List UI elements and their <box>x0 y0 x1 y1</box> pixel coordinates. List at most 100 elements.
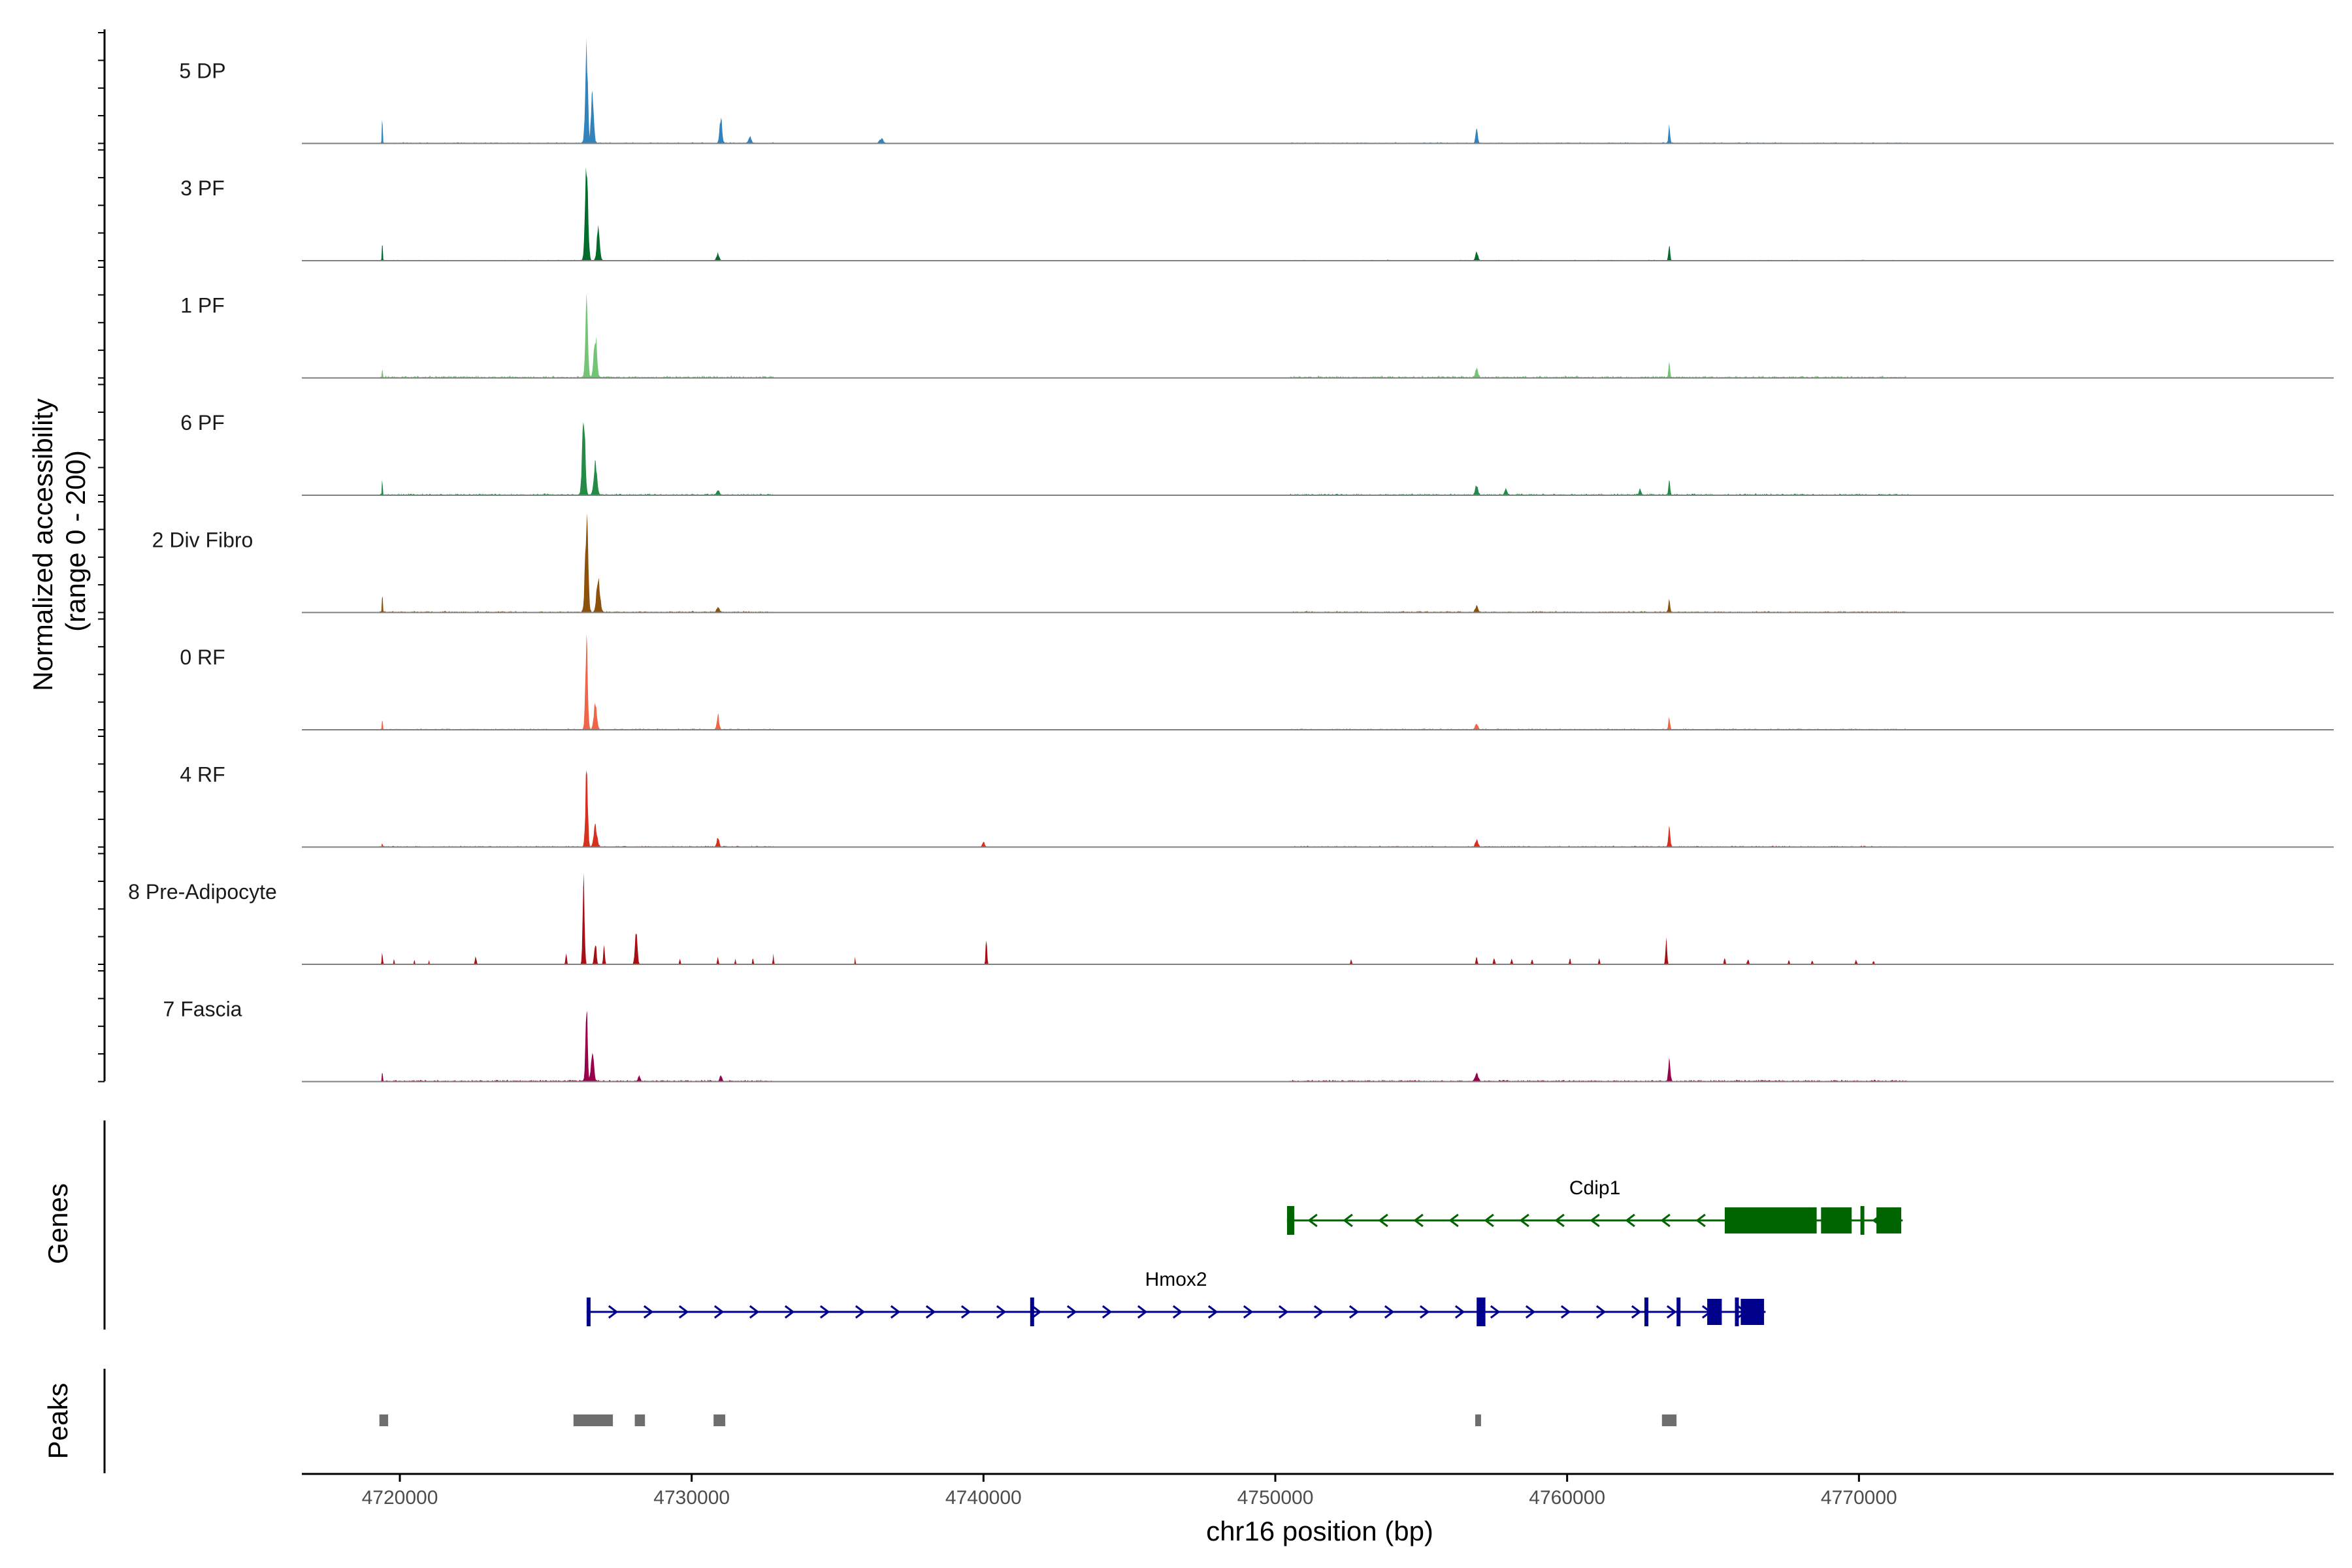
strand-arrow <box>1307 1213 1318 1228</box>
track-label: 8 Pre-Adipocyte <box>128 880 277 904</box>
coverage-area <box>379 513 1909 613</box>
strand-arrow <box>1378 1213 1388 1228</box>
coverage-track <box>302 422 2334 496</box>
coverage-track <box>302 293 2334 379</box>
coverage-area <box>379 634 1909 730</box>
strand-arrow <box>784 1305 795 1319</box>
gene-exon <box>1735 1298 1739 1326</box>
strand-arrow <box>608 1305 619 1319</box>
track-label: 7 Fascia <box>163 998 242 1021</box>
coverage-track <box>302 38 2334 144</box>
strand-arrow <box>1454 1305 1465 1319</box>
peaks-panel-label: Peaks <box>42 1383 73 1460</box>
coverage-track <box>302 513 2334 613</box>
x-tick-label: 4730000 <box>653 1487 730 1509</box>
strand-arrow <box>678 1305 689 1319</box>
strand-arrow <box>1695 1213 1706 1228</box>
gene-name-label: Hmox2 <box>1145 1269 1207 1290</box>
peak-region <box>573 1414 613 1426</box>
gene-exon <box>1724 1207 1817 1233</box>
peak-region <box>379 1414 389 1426</box>
strand-arrow <box>1066 1305 1077 1319</box>
strand-arrow <box>643 1305 654 1319</box>
gene-exon <box>1707 1299 1722 1325</box>
strand-arrow <box>1313 1305 1324 1319</box>
strand-arrow <box>960 1305 972 1319</box>
coverage-area <box>379 38 1909 144</box>
x-tick-label: 4770000 <box>1821 1487 1897 1509</box>
coverage-track <box>302 770 2334 848</box>
strand-arrow <box>1525 1305 1536 1319</box>
coverage-area <box>379 770 1909 847</box>
strand-arrow <box>1413 1213 1424 1228</box>
track-label: 5 DP <box>179 59 225 83</box>
strand-arrow <box>855 1305 866 1319</box>
peaks-panel <box>103 1369 1677 1473</box>
strand-arrow <box>1660 1213 1671 1228</box>
x-axis-title: chr16 position (bp) <box>1206 1516 1433 1546</box>
strand-arrow <box>1419 1305 1430 1319</box>
y-axis-title-line2: (range 0 - 200) <box>60 450 91 632</box>
strand-arrow <box>925 1305 936 1319</box>
coverage-track <box>302 1011 2334 1083</box>
peak-region <box>1475 1414 1481 1426</box>
strand-arrow <box>1595 1305 1607 1319</box>
x-tick-label: 4720000 <box>362 1487 438 1509</box>
strand-arrow <box>1278 1305 1289 1319</box>
strand-arrow <box>1560 1305 1571 1319</box>
strand-arrow <box>1207 1305 1218 1319</box>
strand-arrow <box>1348 1305 1360 1319</box>
gene-exon <box>1286 1206 1295 1235</box>
gene-exon <box>1477 1298 1486 1326</box>
genes-panel: Cdip1 Hmox2 <box>103 1120 1903 1330</box>
strand-arrow <box>1243 1305 1254 1319</box>
track-labels: 5 DP 3 PF 1 PF 6 PF 2 Div Fibro 0 RF 4 RF 8 Pre… <box>128 59 277 1021</box>
track-label: 0 RF <box>180 645 225 669</box>
track-label: 2 Div Fibro <box>152 529 253 552</box>
coverage-track <box>302 167 2334 261</box>
coverage-area <box>379 293 1909 378</box>
gene-model: Cdip1 <box>1286 1177 1903 1235</box>
coverage-area <box>379 872 1909 964</box>
gene-exon <box>1676 1298 1681 1326</box>
y-axis-title-line1: Normalized accessibility <box>27 399 58 691</box>
strand-arrow <box>1625 1213 1635 1228</box>
x-tick-label: 4740000 <box>945 1487 1022 1509</box>
strand-arrow <box>819 1305 830 1319</box>
x-tick-label: 4760000 <box>1529 1487 1605 1509</box>
coverage-track <box>302 634 2334 730</box>
strand-arrow <box>1666 1305 1677 1319</box>
genes-panel-label: Genes <box>42 1183 73 1264</box>
track-label: 6 PF <box>180 411 225 434</box>
peak-region <box>1661 1414 1677 1426</box>
peak-region <box>713 1414 726 1426</box>
track-label: 1 PF <box>180 294 225 318</box>
peak-region <box>634 1414 645 1426</box>
gene-exon <box>1821 1207 1852 1233</box>
strand-arrow <box>1484 1213 1494 1228</box>
gene-model: Hmox2 <box>586 1269 1766 1326</box>
coverage-panel <box>98 29 2334 1083</box>
strand-arrow <box>713 1305 725 1319</box>
gene-exon <box>1644 1298 1648 1326</box>
strand-arrow <box>1384 1305 1395 1319</box>
gene-exon <box>1740 1299 1765 1325</box>
track-label: 4 RF <box>180 763 225 787</box>
gene-exon <box>1030 1298 1034 1326</box>
strand-arrow <box>1137 1305 1148 1319</box>
coverage-area <box>379 1011 1909 1082</box>
track-label: 3 PF <box>180 176 225 200</box>
x-tick-label: 4750000 <box>1237 1487 1314 1509</box>
gene-exon <box>1876 1207 1902 1233</box>
strand-arrow <box>1490 1305 1501 1319</box>
gene-exon <box>586 1298 591 1326</box>
strand-arrow <box>1590 1213 1600 1228</box>
x-axis: 4720000 4730000 4740000 4750000 4760000 47700… <box>302 1473 2334 1509</box>
strand-arrow <box>1448 1213 1459 1228</box>
gene-exon <box>1860 1206 1865 1235</box>
strand-arrow <box>1519 1213 1529 1228</box>
strand-arrow <box>996 1305 1007 1319</box>
strand-arrow <box>1554 1213 1565 1228</box>
gene-name-label: Cdip1 <box>1569 1177 1620 1199</box>
